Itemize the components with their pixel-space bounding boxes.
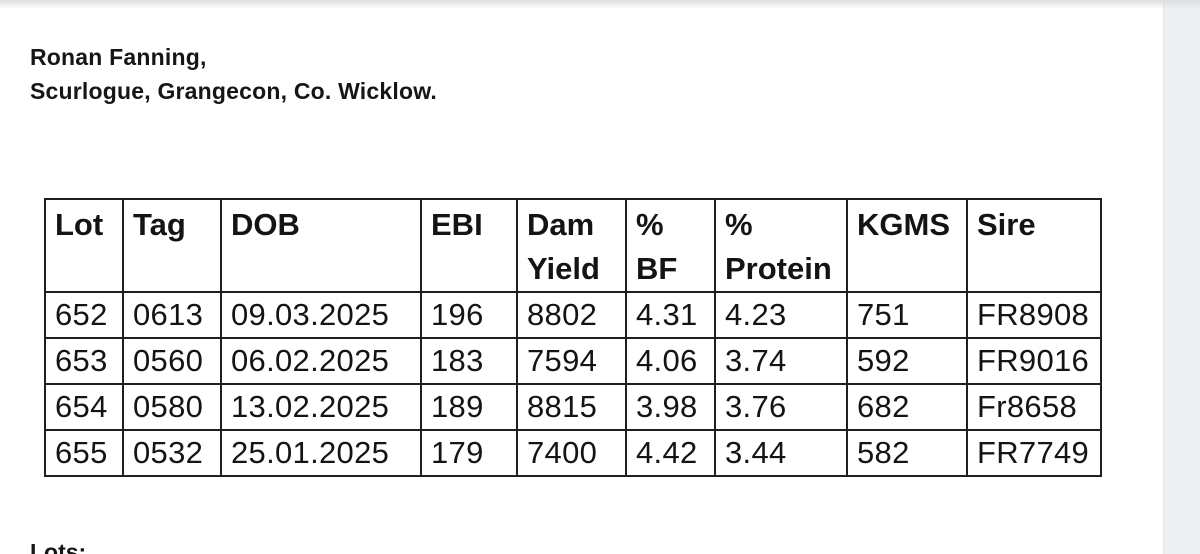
cell-dob: 09.03.2025: [220, 291, 422, 339]
owner-address: Scurlogue, Grangecon, Co. Wicklow.: [30, 78, 438, 104]
col-header-ebi: EBI: [420, 198, 518, 293]
col-header-dam-yield: Dam Yield: [516, 198, 627, 293]
cell-dam-yield: 8815: [516, 383, 627, 431]
cell-ebi: 179: [420, 429, 518, 477]
cell-tag: 0613: [122, 291, 222, 339]
table-row: 655 0532 25.01.2025 179 7400 4.42 3.44 5…: [44, 429, 1102, 477]
cell-ebi: 196: [420, 291, 518, 339]
table-row: 653 0560 06.02.2025 183 7594 4.06 3.74 5…: [44, 337, 1102, 385]
cell-percent-bf: 3.98: [625, 383, 716, 431]
col-header-line: Protein: [725, 251, 832, 286]
col-header-line: EBI: [431, 207, 483, 242]
cell-tag: 0560: [122, 337, 222, 385]
toolbar-shadow: [0, 0, 1200, 9]
cell-kgms: 592: [846, 337, 968, 385]
col-header-line: %: [636, 207, 664, 242]
cell-percent-bf: 4.42: [625, 429, 716, 477]
cell-sire: FR9016: [966, 337, 1102, 385]
col-header-sire: Sire: [966, 198, 1102, 293]
table-row: 652 0613 09.03.2025 196 8802 4.31 4.23 7…: [44, 291, 1102, 339]
cell-percent-protein: 4.23: [714, 291, 848, 339]
viewer-background-gutter: [1163, 0, 1200, 554]
cell-lot: 655: [44, 429, 124, 477]
col-header-dob: DOB: [220, 198, 422, 293]
cell-ebi: 183: [420, 337, 518, 385]
cell-dob: 25.01.2025: [220, 429, 422, 477]
cell-tag: 0580: [122, 383, 222, 431]
col-header-line: Dam: [527, 207, 595, 242]
cell-percent-protein: 3.76: [714, 383, 848, 431]
col-header-line: Yield: [527, 251, 600, 286]
col-header-percent-bf: % BF: [625, 198, 716, 293]
cell-lot: 652: [44, 291, 124, 339]
cell-sire: Fr8658: [966, 383, 1102, 431]
col-header-line: %: [725, 207, 753, 242]
col-header-line: Tag: [133, 207, 186, 242]
owner-block: Ronan Fanning, Scurlogue, Grangecon, Co.…: [30, 40, 437, 108]
cell-percent-bf: 4.06: [625, 337, 716, 385]
cell-dob: 06.02.2025: [220, 337, 422, 385]
col-header-percent-protein: % Protein: [714, 198, 848, 293]
col-header-kgms: KGMS: [846, 198, 968, 293]
cell-lot: 653: [44, 337, 124, 385]
cell-dam-yield: 7594: [516, 337, 627, 385]
col-header-tag: Tag: [122, 198, 222, 293]
cell-tag: 0532: [122, 429, 222, 477]
col-header-line: Lot: [55, 207, 104, 242]
table-row: 654 0580 13.02.2025 189 8815 3.98 3.76 6…: [44, 383, 1102, 431]
owner-name: Ronan Fanning,: [30, 44, 207, 70]
livestock-table: Lot Tag DOB EBI Dam Yield: [44, 198, 1102, 477]
cell-lot: 654: [44, 383, 124, 431]
cell-dam-yield: 8802: [516, 291, 627, 339]
col-header-line: KGMS: [857, 207, 950, 242]
cell-kgms: 682: [846, 383, 968, 431]
header-row: Lot Tag DOB EBI Dam Yield: [44, 198, 1102, 293]
cell-percent-protein: 3.74: [714, 337, 848, 385]
col-header-line: BF: [636, 251, 678, 286]
col-header-lot: Lot: [44, 198, 124, 293]
cell-ebi: 189: [420, 383, 518, 431]
cell-percent-bf: 4.31: [625, 291, 716, 339]
col-header-line: Sire: [977, 207, 1036, 242]
cell-dob: 13.02.2025: [220, 383, 422, 431]
cell-dam-yield: 7400: [516, 429, 627, 477]
cell-percent-protein: 3.44: [714, 429, 848, 477]
lots-heading: Lots:: [30, 539, 87, 554]
cell-sire: FR7749: [966, 429, 1102, 477]
cell-sire: FR8908: [966, 291, 1102, 339]
col-header-line: DOB: [231, 207, 300, 242]
cell-kgms: 582: [846, 429, 968, 477]
cell-kgms: 751: [846, 291, 968, 339]
